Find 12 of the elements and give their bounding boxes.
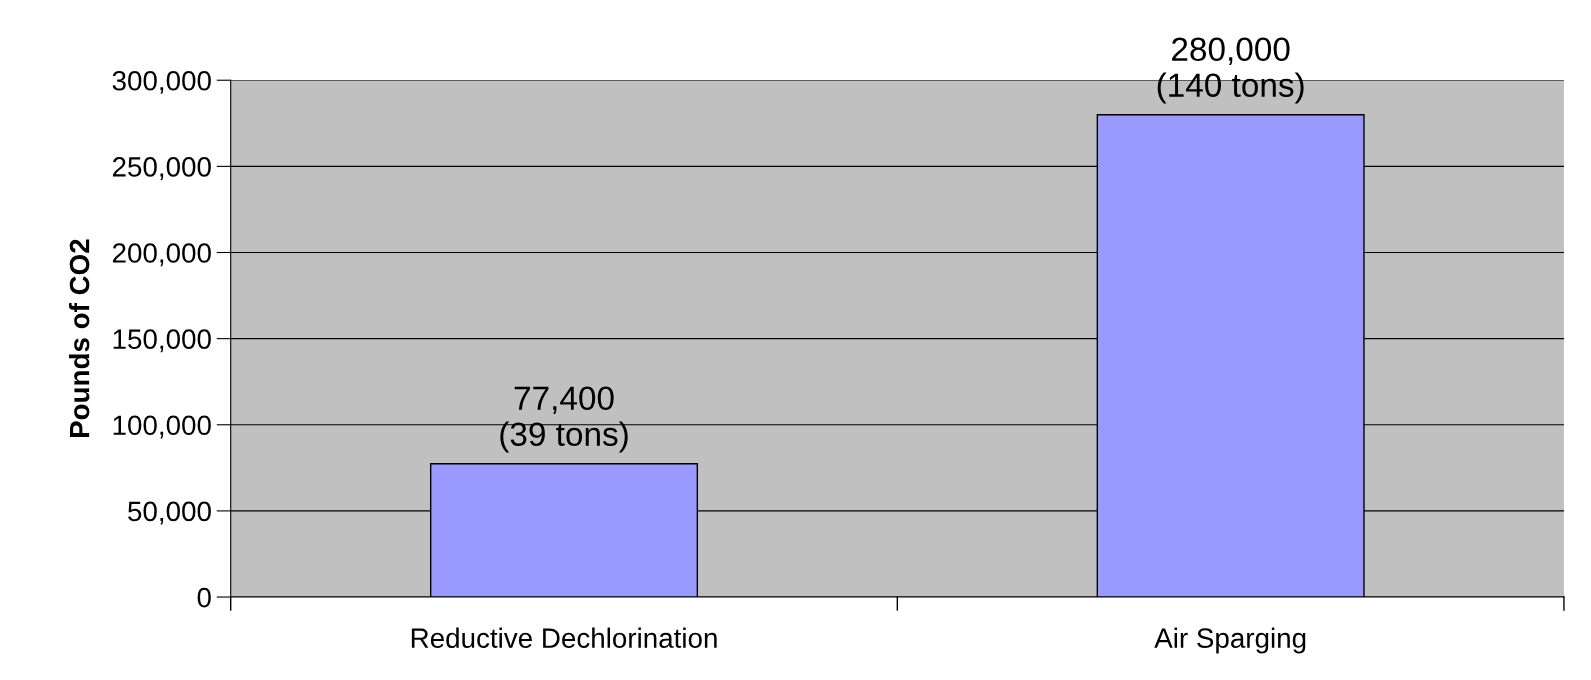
y-tick-label: 150,000 <box>113 329 211 353</box>
y-tick-label: 200,000 <box>112 243 211 267</box>
y-axis-title: Pounds of CO2 <box>68 239 90 438</box>
y-tick-label: 0 <box>197 587 211 608</box>
y-tick-label: 300,000 <box>112 70 211 94</box>
y-tick-label: 100,000 <box>113 415 211 439</box>
data-label: 280,000 (140 tons) <box>1157 37 1304 104</box>
y-tick-label: 250,000 <box>112 157 211 180</box>
data-label: 77,400 (39 tons) <box>500 386 628 453</box>
y-tick-label: 50,000 <box>128 501 211 525</box>
x-tick-label: Reductive Dechlorination <box>411 627 717 648</box>
x-tick-label: Air Sparging <box>1154 627 1306 654</box>
